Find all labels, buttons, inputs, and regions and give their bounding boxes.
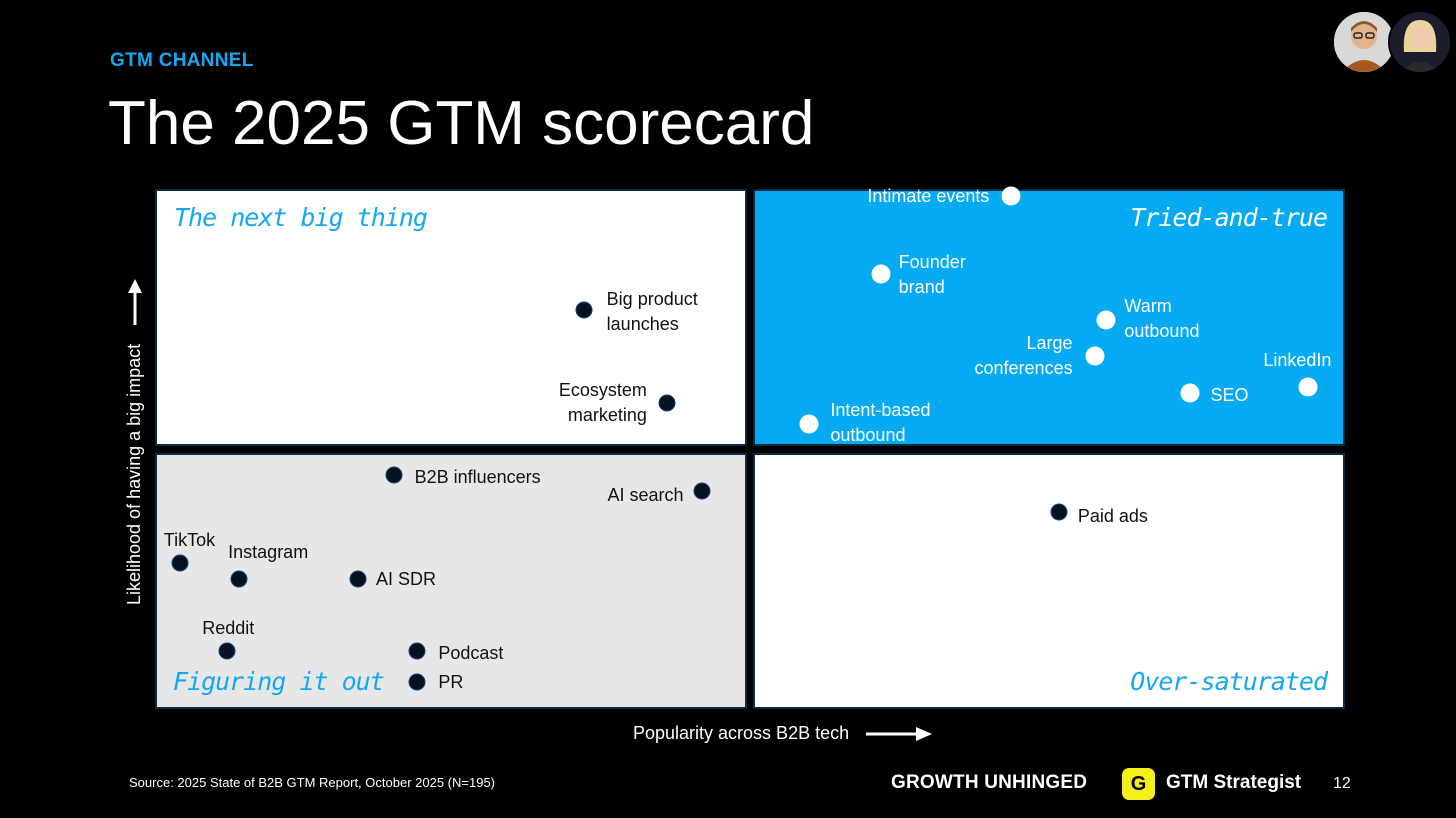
data-point-label: Ecosystem marketing xyxy=(558,379,647,425)
data-point-large-conferences xyxy=(1085,346,1105,366)
data-point-big-product-launches xyxy=(575,301,593,319)
data-point-label: Big product launches xyxy=(606,288,698,334)
data-point-instagram xyxy=(230,570,248,588)
data-point-b2b-influencers xyxy=(385,466,403,484)
gtm-strategist-logo-icon: G xyxy=(1122,768,1155,800)
data-point-label: Podcast xyxy=(438,643,504,664)
presenter-avatars xyxy=(1332,10,1452,74)
y-axis-label: Likelihood of having a big impact xyxy=(124,343,144,605)
data-point-podcast xyxy=(408,642,426,660)
data-point-label: AI SDR xyxy=(375,568,436,589)
data-point-label: PR xyxy=(438,672,464,693)
data-point-label: AI search xyxy=(607,484,684,505)
data-point-ai-sdr xyxy=(349,570,367,588)
data-point-label: Reddit xyxy=(202,618,255,639)
data-point-founder-brand xyxy=(871,264,891,284)
data-point-reddit xyxy=(218,642,236,660)
data-point-label: Founder brand xyxy=(898,251,966,297)
data-point-label: B2B influencers xyxy=(414,467,541,488)
quadrant-figuring-it-out: Figuring it out xyxy=(155,453,747,709)
y-axis-arrow-icon xyxy=(128,278,143,325)
quadrant-label: Figuring it out xyxy=(173,667,385,696)
data-point-warm-outbound xyxy=(1096,310,1116,330)
data-point-tiktok xyxy=(171,554,189,572)
data-point-label: Instagram xyxy=(228,541,309,562)
data-point-label: Large conferences xyxy=(974,333,1073,379)
data-point-paid-ads xyxy=(1050,503,1068,521)
brand-gtm-strategist: GTM Strategist xyxy=(1166,772,1302,793)
data-point-label: Paid ads xyxy=(1077,505,1148,526)
data-point-label: Intimate events xyxy=(867,186,990,207)
x-axis-label: Popularity across B2B tech xyxy=(633,723,850,743)
avatar xyxy=(1332,10,1396,74)
quadrant-over-saturated: Over-saturated xyxy=(753,453,1345,709)
data-point-intent-based-outbound xyxy=(799,414,819,434)
data-point-pr xyxy=(408,673,426,691)
data-point-seo xyxy=(1180,383,1200,403)
brand-growth-unhinged: GROWTH UNHINGED xyxy=(891,772,1088,793)
data-point-linkedin xyxy=(1298,377,1318,397)
x-axis-arrow-icon xyxy=(866,727,933,742)
page-title: The 2025 GTM scorecard xyxy=(108,89,815,158)
data-point-label: Intent-based outbound xyxy=(830,399,931,445)
quadrant-tried-and-true: Tried-and-true xyxy=(753,189,1345,446)
page-number: 12 xyxy=(1333,775,1351,792)
source-note: Source: 2025 State of B2B GTM Report, Oc… xyxy=(129,775,495,790)
data-point-label: LinkedIn xyxy=(1263,350,1332,371)
quadrant-label: Tried-and-true xyxy=(1130,203,1328,232)
data-point-ecosystem-marketing xyxy=(658,394,676,412)
quadrant-label: Over-saturated xyxy=(1130,667,1328,696)
x-axis-title: Popularity across B2B tech xyxy=(633,723,934,744)
data-point-label: Warm outbound xyxy=(1124,296,1200,342)
y-axis-title: Likelihood of having a big impact xyxy=(124,205,145,605)
quadrant-next-big-thing: The next big thing xyxy=(155,189,747,446)
data-point-ai-search xyxy=(693,482,711,500)
quadrant-label: The next big thing xyxy=(174,203,428,232)
data-point-intimate-events xyxy=(1001,186,1021,206)
data-point-label: SEO xyxy=(1210,384,1249,405)
avatar xyxy=(1388,10,1452,74)
section-kicker: GTM CHANNEL xyxy=(110,50,254,71)
data-point-label: TikTok xyxy=(163,530,216,551)
